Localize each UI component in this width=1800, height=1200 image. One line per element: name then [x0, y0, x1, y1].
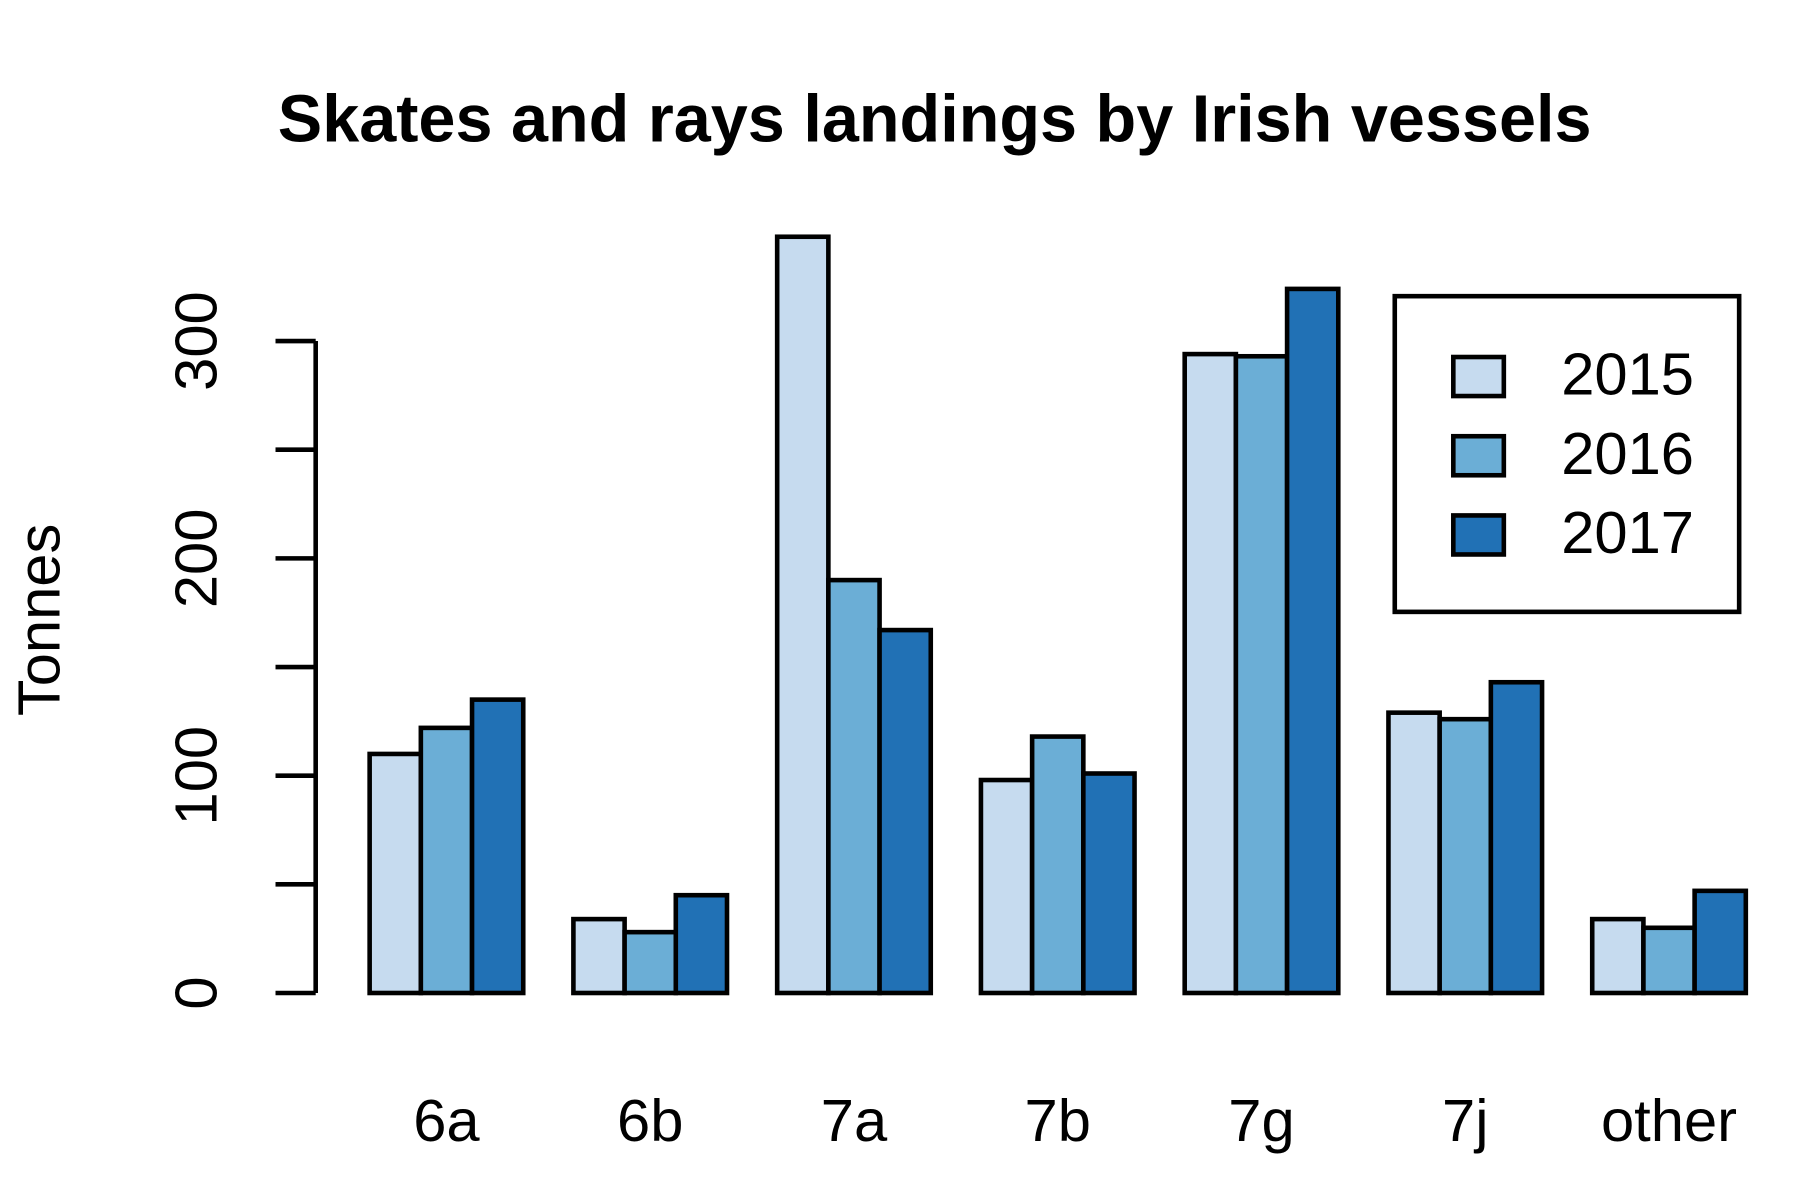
y-tick-label: 200: [163, 509, 230, 609]
bar: [1488, 679, 1545, 996]
y-tick-label: 0: [163, 976, 230, 1009]
bar: [1437, 716, 1494, 996]
x-tick-label: 6a: [413, 1087, 480, 1154]
bar: [1029, 734, 1086, 996]
bar: [1589, 916, 1646, 996]
bar: [826, 577, 882, 996]
y-tick-label: 300: [163, 291, 230, 391]
bar: [1233, 353, 1290, 996]
bar: [418, 725, 475, 996]
x-tick-label: 7j: [1442, 1087, 1488, 1154]
bar: [673, 892, 730, 996]
legend-label: 2017: [1561, 499, 1694, 566]
bar: [1182, 351, 1239, 996]
bar: [1386, 710, 1442, 996]
x-tick-label: other: [1601, 1087, 1737, 1154]
y-axis-label: Tonnes: [5, 524, 72, 716]
x-tick-label: 7a: [821, 1087, 888, 1154]
bar: [978, 777, 1035, 996]
bar: [1284, 286, 1341, 996]
bar: [1692, 888, 1749, 996]
bar: [469, 697, 526, 996]
chart-title: Skates and rays landings by Irish vessel…: [278, 83, 1592, 157]
y-tick-label: 100: [163, 726, 230, 826]
bar: [1081, 771, 1137, 996]
legend-label: 2016: [1561, 420, 1694, 487]
bar: [622, 929, 679, 996]
legend-swatch: [1451, 433, 1507, 478]
x-tick-label: 7b: [1025, 1087, 1091, 1154]
x-tick-label: 6b: [617, 1087, 683, 1154]
x-tick-label: 7g: [1228, 1087, 1294, 1154]
legend-swatch: [1451, 354, 1507, 399]
bar: [774, 234, 831, 996]
bar: [571, 916, 627, 996]
legend-swatch: [1451, 513, 1507, 557]
legend-label: 2015: [1561, 341, 1694, 408]
bar: [1641, 925, 1697, 996]
bar: [877, 627, 934, 996]
bar: [367, 751, 424, 996]
